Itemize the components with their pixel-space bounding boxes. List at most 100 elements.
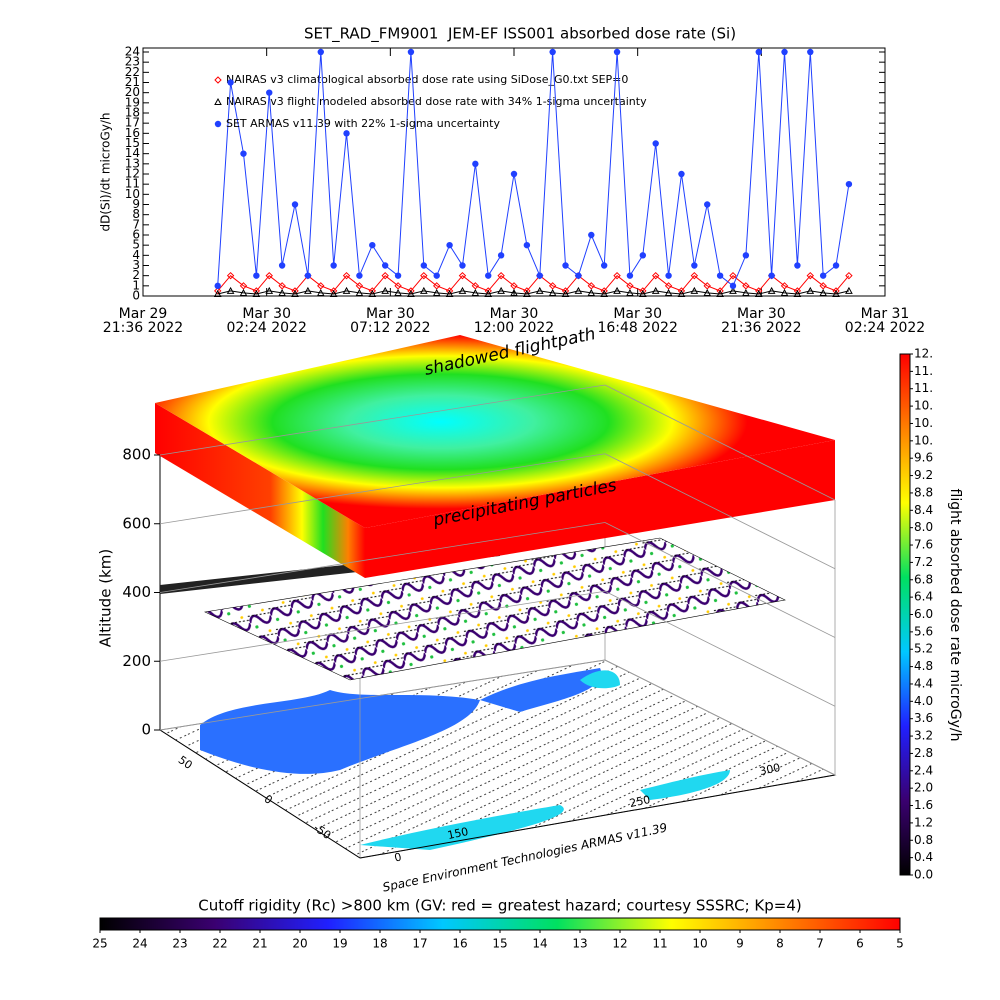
point [678,170,685,178]
colorbar-tick-label: 7 [816,937,824,951]
colorbar-tick-label: 0.0 [914,868,933,882]
point [704,201,711,208]
colorbar-tick-label: 2.4 [914,763,933,777]
legend-marker [214,120,222,128]
colorbar-tick-label: 5.6 [914,624,933,638]
colorbar-tick-label: 10. [914,399,933,413]
colorbar-tick-label: 19 [332,937,347,951]
lon-tick-label: 150 [446,825,469,842]
lon-tick-label: 0 [393,850,403,864]
point [227,79,234,86]
colorbar-tick-label: 3.6 [914,711,933,725]
y-tick-label: 10 [125,187,140,201]
point [819,272,827,279]
point [626,282,634,290]
colorbar-tick-label: 8.8 [914,485,933,499]
grid-line [159,590,606,662]
point [742,282,750,290]
colorbar-tick-label: 9.2 [914,468,933,482]
point [419,286,428,294]
point [407,289,415,297]
colorbar-tick-label: 10. [914,433,933,447]
colorbar-tick-label: 11 [652,937,667,951]
colorbar-tick-label: 11. [914,364,933,378]
point [806,271,814,280]
point [226,286,235,294]
point [626,288,634,296]
colorbar-tick-label: 2.8 [914,746,933,760]
z-tick-label: 200 [122,652,151,670]
y-tick-label: 1 [132,278,140,292]
point [317,282,325,290]
point [613,286,621,294]
point [691,262,698,269]
x-tick-label: 07:12 2022 [350,320,430,336]
y-tick-label: 19 [125,95,140,109]
point [420,262,428,269]
series-line [217,51,850,287]
slab-right [365,440,835,578]
point [381,271,389,280]
y-tick-label: 17 [125,116,140,130]
colorbar-tick-label: 4.0 [914,694,933,708]
point [278,262,286,269]
colorbar-tick-label: 10 [692,937,707,951]
lat-axis [159,729,361,859]
y-tick-label: 18 [125,106,140,120]
point [742,288,750,296]
colorbar-tick-label: 12. [914,347,933,361]
colorbar-tick-label: 16 [452,937,467,951]
orbit-surface [203,537,786,681]
map-land [200,690,480,774]
y-tick-label: 21 [125,75,140,89]
y-tick-label: 9 [132,197,140,211]
point [368,289,377,297]
point [420,271,428,280]
point [664,282,673,290]
point [407,48,415,56]
colorbar-label: flight absorbed dose rate microGy/h [947,489,963,742]
colorbar-tick-label: 6.4 [914,590,933,604]
point [446,241,453,249]
grid-line [159,659,606,731]
point [343,130,350,137]
point [819,288,828,296]
point [613,271,621,280]
point [278,282,286,290]
legend-marker [214,76,222,84]
point [433,282,441,290]
point [600,262,608,269]
point [793,289,802,297]
y-tick-label: 4 [132,248,140,262]
y-tick-label: 8 [132,207,140,221]
point [549,48,556,56]
x-tick-label: 21:36 2022 [721,320,801,336]
point [458,286,467,294]
colorbar-tick-label: 8.0 [914,520,933,534]
lon-tick-label: 250 [628,793,651,810]
scene-3d [155,335,837,859]
colorbar-tick-label: 5 [896,937,904,951]
x-tick-label: Mar 29 [119,306,168,322]
point [497,286,505,294]
y-tick-label: 20 [125,85,140,99]
point [459,262,466,269]
point [806,286,815,294]
point [638,289,647,297]
point [588,231,595,239]
colorbar-tick-label: 20 [292,937,307,951]
z-axis-title: Altitude (km) [97,549,115,647]
colorbar-tick-label: 7.6 [914,538,933,552]
point [510,288,518,296]
point [845,286,853,294]
point [356,272,363,279]
chart-title: SET_RAD_FM9001 JEM-EF ISS001 absorbed do… [304,25,736,44]
slab-left [155,403,365,578]
point [497,271,505,280]
point [575,272,582,279]
x-tick-label: 02:24 2022 [845,320,925,336]
point [716,289,724,297]
y-tick-label: 3 [132,258,140,272]
point [523,241,531,249]
